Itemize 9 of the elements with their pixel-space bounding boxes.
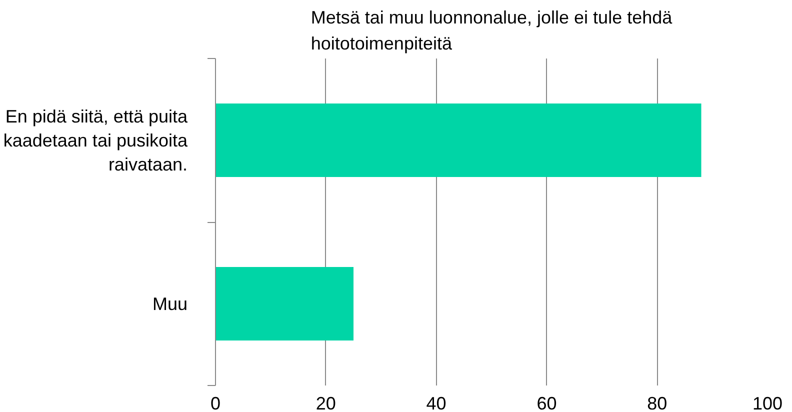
y-tick-label: En pidä siitä, että puita kaadetaan tai pusikoita raivataan. xyxy=(3,106,188,174)
x-tick-label: 80 xyxy=(647,394,668,412)
x-tick-label: 20 xyxy=(316,394,336,412)
y-tick-label: Muu xyxy=(152,294,188,314)
chart-title: Metsä tai muu luonnonalue, jolle ei tule tehdä hoitotoimenpiteitä xyxy=(310,8,674,54)
x-tick-label: 0 xyxy=(210,394,221,412)
x-tick-label: 60 xyxy=(536,394,557,412)
x-tick-label: 40 xyxy=(426,394,446,412)
x-tick-label: 100 xyxy=(752,394,783,412)
